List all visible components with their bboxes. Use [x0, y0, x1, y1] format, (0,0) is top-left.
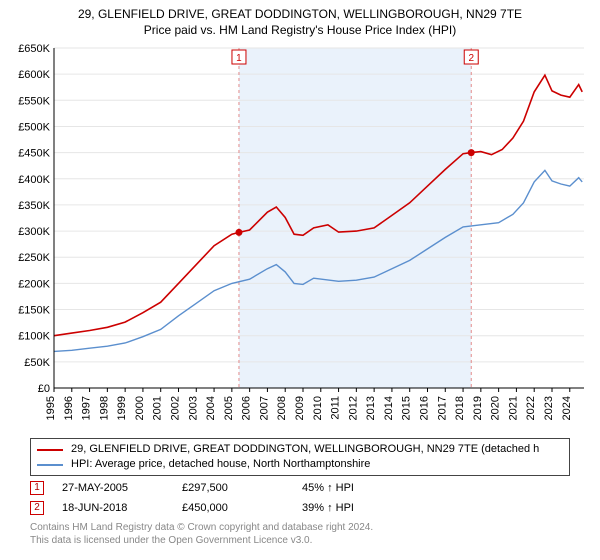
svg-text:1997: 1997: [81, 396, 93, 420]
svg-text:£400K: £400K: [18, 174, 50, 186]
svg-text:2000: 2000: [134, 396, 146, 420]
svg-text:2019: 2019: [472, 396, 484, 420]
svg-text:£450K: £450K: [18, 148, 50, 160]
svg-text:£500K: £500K: [18, 122, 50, 134]
legend: 29, GLENFIELD DRIVE, GREAT DODDINGTON, W…: [30, 438, 570, 476]
line-chart-svg: £0 £50K £100K £150K £200K £250K £300K £350K £400…: [10, 42, 590, 432]
svg-text:£0: £0: [38, 383, 50, 395]
svg-text:2015: 2015: [401, 396, 413, 420]
svg-text:1995: 1995: [45, 396, 57, 420]
legend-label-property: 29, GLENFIELD DRIVE, GREAT DODDINGTON, W…: [71, 442, 539, 457]
svg-text:1: 1: [236, 53, 242, 64]
svg-text:£600K: £600K: [18, 70, 50, 82]
svg-text:2017: 2017: [436, 396, 448, 420]
legend-row-hpi: HPI: Average price, detached house, Nort…: [37, 457, 563, 472]
svg-text:2001: 2001: [152, 396, 164, 420]
svg-text:£350K: £350K: [18, 200, 50, 212]
chart-title-line2: Price paid vs. HM Land Registry's House …: [0, 22, 600, 38]
svg-text:2004: 2004: [205, 396, 217, 420]
svg-text:2: 2: [468, 53, 474, 64]
sale-price-2: £450,000: [182, 502, 302, 514]
svg-text:2012: 2012: [347, 396, 359, 420]
legend-row-property: 29, GLENFIELD DRIVE, GREAT DODDINGTON, W…: [37, 442, 563, 457]
svg-text:1998: 1998: [98, 396, 110, 420]
footnote: Contains HM Land Registry data © Crown c…: [30, 522, 570, 547]
svg-text:2002: 2002: [169, 396, 181, 420]
svg-text:2006: 2006: [241, 396, 253, 420]
svg-text:2021: 2021: [507, 396, 519, 420]
sale-row-2: 2 18-JUN-2018 £450,000 39% ↑ HPI: [30, 498, 570, 518]
sale-date-2: 18-JUN-2018: [62, 502, 182, 514]
svg-text:£150K: £150K: [18, 305, 50, 317]
chart-area: £0 £50K £100K £150K £200K £250K £300K £350K £400…: [10, 42, 590, 432]
svg-text:£250K: £250K: [18, 253, 50, 265]
svg-text:2003: 2003: [187, 396, 199, 420]
sale-date-1: 27-MAY-2005: [62, 482, 182, 494]
svg-text:£50K: £50K: [24, 357, 50, 369]
svg-text:2011: 2011: [330, 396, 342, 420]
svg-text:2010: 2010: [312, 396, 324, 420]
svg-text:2005: 2005: [223, 396, 235, 420]
legend-label-hpi: HPI: Average price, detached house, Nort…: [71, 457, 370, 472]
svg-text:2018: 2018: [454, 396, 466, 420]
sales-table: 1 27-MAY-2005 £297,500 45% ↑ HPI 2 18-JU…: [30, 478, 570, 518]
svg-text:2020: 2020: [490, 396, 502, 420]
sale-marker-1: 1: [30, 481, 44, 495]
sale-marker-2: 2: [30, 501, 44, 515]
svg-text:2008: 2008: [276, 396, 288, 420]
legend-swatch-property: [37, 449, 63, 451]
svg-text:1999: 1999: [116, 396, 128, 420]
svg-text:2007: 2007: [258, 396, 270, 420]
svg-text:2023: 2023: [543, 396, 555, 420]
footnote-line1: Contains HM Land Registry data © Crown c…: [30, 522, 570, 535]
svg-text:£200K: £200K: [18, 279, 50, 291]
sale-hpi-2: 39% ↑ HPI: [302, 502, 354, 514]
svg-text:2009: 2009: [294, 396, 306, 420]
svg-text:2014: 2014: [383, 396, 395, 420]
svg-text:2013: 2013: [365, 396, 377, 420]
svg-text:2022: 2022: [525, 396, 537, 420]
svg-text:£550K: £550K: [18, 96, 50, 108]
chart-title-block: 29, GLENFIELD DRIVE, GREAT DODDINGTON, W…: [0, 0, 600, 38]
svg-text:£100K: £100K: [18, 331, 50, 343]
footnote-line2: This data is licensed under the Open Gov…: [30, 535, 570, 548]
legend-swatch-hpi: [37, 464, 63, 466]
svg-text:2024: 2024: [561, 396, 573, 420]
sale-price-1: £297,500: [182, 482, 302, 494]
svg-text:£650K: £650K: [18, 43, 50, 55]
chart-title-line1: 29, GLENFIELD DRIVE, GREAT DODDINGTON, W…: [0, 6, 600, 22]
svg-text:£300K: £300K: [18, 226, 50, 238]
sale-hpi-1: 45% ↑ HPI: [302, 482, 354, 494]
sale-row-1: 1 27-MAY-2005 £297,500 45% ↑ HPI: [30, 478, 570, 498]
svg-text:2016: 2016: [418, 396, 430, 420]
svg-text:1996: 1996: [63, 396, 75, 420]
